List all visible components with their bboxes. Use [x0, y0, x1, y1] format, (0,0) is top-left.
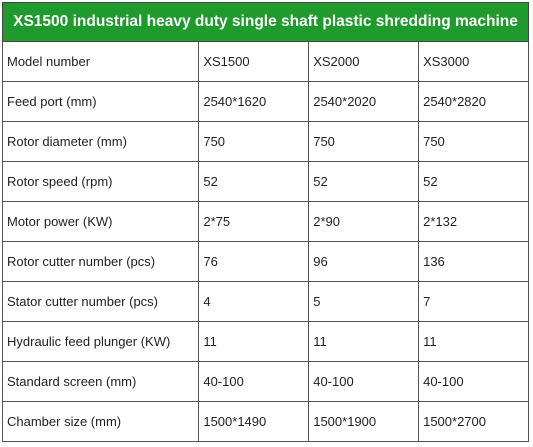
row-label: Rotor speed (rpm) [1, 161, 200, 202]
cell-value: XS1500 [198, 41, 310, 82]
cell-value: 2*75 [198, 201, 310, 242]
row-label: Stator cutter number (pcs) [1, 281, 200, 322]
spec-table: XS1500 industrial heavy duty single shaf… [1, 2, 529, 442]
cell-value: 11 [198, 321, 310, 362]
table-title: XS1500 industrial heavy duty single shaf… [2, 2, 529, 42]
table-row: Hydraulic feed plunger (KW) 11 11 11 [1, 321, 529, 362]
cell-value: 750 [308, 121, 420, 162]
table-row: Rotor speed (rpm) 52 52 52 [1, 161, 529, 202]
table-row: Feed port (mm) 2540*1620 2540*2020 2540*… [1, 81, 529, 122]
row-label: Standard screen (mm) [1, 361, 200, 402]
cell-value: 11 [418, 321, 529, 362]
table-row: Motor power (KW) 2*75 2*90 2*132 [1, 201, 529, 242]
cell-value: 2540*2820 [418, 81, 529, 122]
table-row: Standard screen (mm) 40-100 40-100 40-10… [1, 361, 529, 402]
cell-value: 11 [308, 321, 420, 362]
cell-value: 40-100 [418, 361, 529, 402]
cell-value: XS3000 [418, 41, 529, 82]
cell-value: 52 [198, 161, 310, 202]
cell-value: 4 [198, 281, 310, 322]
row-label: Motor power (KW) [1, 201, 200, 242]
table-row: Stator cutter number (pcs) 4 5 7 [1, 281, 529, 322]
cell-value: 2*90 [308, 201, 420, 242]
cell-value: 750 [418, 121, 529, 162]
cell-value: 5 [308, 281, 420, 322]
cell-value: 1500*1900 [308, 401, 420, 442]
row-label: Model number [1, 41, 200, 82]
table-row: Model number XS1500 XS2000 XS3000 [1, 41, 529, 82]
row-label: Hydraulic feed plunger (KW) [1, 321, 200, 362]
row-label: Chamber size (mm) [1, 401, 200, 442]
table-title-row: XS1500 industrial heavy duty single shaf… [2, 2, 529, 42]
cell-value: 40-100 [198, 361, 310, 402]
cell-value: 1500*2700 [418, 401, 529, 442]
table-row: Rotor cutter number (pcs) 76 96 136 [1, 241, 529, 282]
cell-value: 2540*2020 [308, 81, 420, 122]
cell-value: 52 [308, 161, 420, 202]
cell-value: 2540*1620 [198, 81, 310, 122]
cell-value: 40-100 [308, 361, 420, 402]
cell-value: 96 [308, 241, 420, 282]
row-label: Rotor diameter (mm) [1, 121, 200, 162]
cell-value: 52 [418, 161, 529, 202]
cell-value: 76 [198, 241, 310, 282]
cell-value: 1500*1490 [198, 401, 310, 442]
cell-value: 2*132 [418, 201, 529, 242]
row-label: Rotor cutter number (pcs) [1, 241, 200, 282]
cell-value: 136 [418, 241, 529, 282]
table-row: Chamber size (mm) 1500*1490 1500*1900 15… [1, 401, 529, 442]
cell-value: 7 [418, 281, 529, 322]
table-row: Rotor diameter (mm) 750 750 750 [1, 121, 529, 162]
row-label: Feed port (mm) [1, 81, 200, 122]
cell-value: XS2000 [308, 41, 420, 82]
cell-value: 750 [198, 121, 310, 162]
